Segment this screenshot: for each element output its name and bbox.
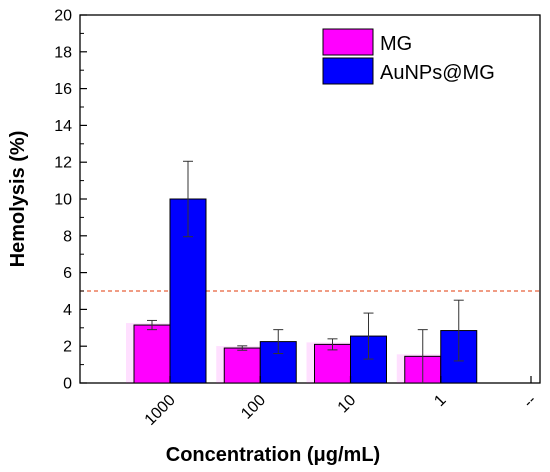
legend-swatch-mg bbox=[322, 28, 374, 56]
y-axis: 0 2 4 6 8 10 12 14 16 18 20 bbox=[54, 8, 87, 393]
y-tick-label: 8 bbox=[63, 228, 72, 245]
bar-mg bbox=[223, 347, 261, 384]
y-tick-label: 16 bbox=[54, 81, 72, 98]
x-axis-title: Concentration (μg/mL) bbox=[166, 444, 380, 466]
y-tick-label: 18 bbox=[54, 44, 72, 61]
legend-label-mg: MG bbox=[380, 33, 412, 55]
legend: MG AuNPs@MG bbox=[322, 28, 495, 85]
y-tick-label: 12 bbox=[54, 155, 72, 172]
legend-label-aunps-mg: AuNPs@MG bbox=[380, 62, 495, 84]
x-tick-label: 10 bbox=[335, 392, 360, 417]
x-tick-label: -- bbox=[520, 392, 540, 412]
bar-mg bbox=[133, 324, 171, 384]
y-tick-label: 4 bbox=[63, 302, 72, 319]
y-axis-title: Hemolysis (%) bbox=[7, 131, 29, 268]
y-tick-label: 20 bbox=[54, 8, 72, 25]
y-tick-label: 6 bbox=[63, 265, 72, 282]
y-tick-label: 10 bbox=[54, 192, 72, 209]
legend-swatch-aunps-mg bbox=[322, 57, 374, 85]
y-tick-label: 2 bbox=[63, 339, 72, 356]
x-axis: 1000 100 10 1 -- bbox=[142, 376, 540, 429]
bar-aunps-mg bbox=[169, 198, 207, 384]
bar-aunps-mg bbox=[259, 341, 297, 384]
bars-layer bbox=[126, 160, 478, 384]
x-tick-label: 1000 bbox=[142, 392, 179, 429]
y-tick-label: 14 bbox=[54, 118, 72, 135]
x-tick-label: 100 bbox=[238, 392, 269, 423]
y-tick-label: 0 bbox=[63, 376, 72, 393]
x-tick-label: 1 bbox=[431, 392, 449, 410]
